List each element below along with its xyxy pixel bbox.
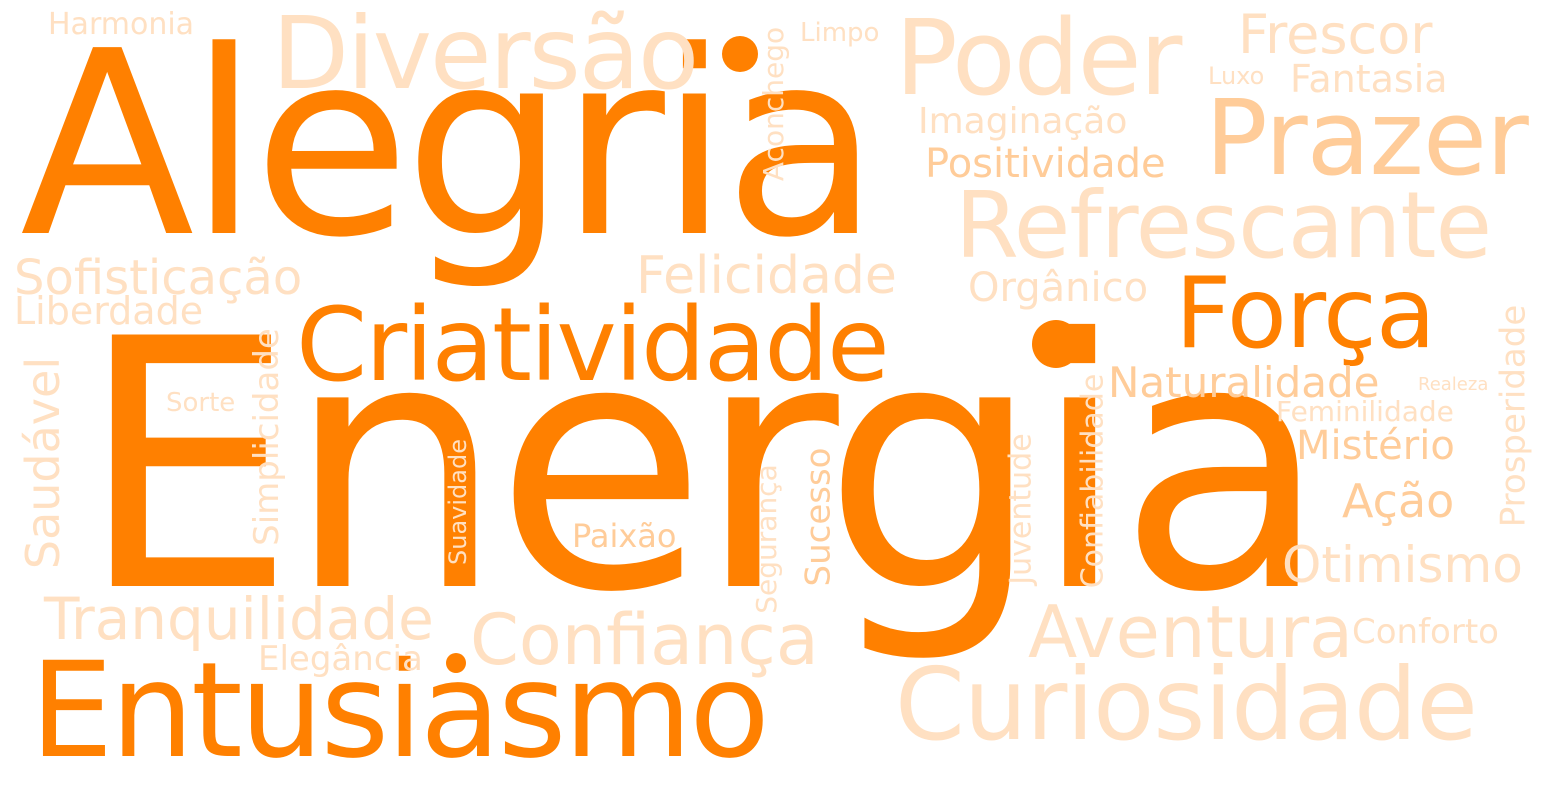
word-sucesso: Sucesso <box>798 447 839 587</box>
word-criatividade: Criatividade <box>296 286 890 405</box>
word-elegancia: Elegância <box>258 639 423 679</box>
word-curiosidade: Curiosidade <box>895 646 1478 763</box>
dot-decoration <box>1032 320 1080 368</box>
word-prosperidade: Prosperidade <box>1493 304 1534 528</box>
word-juventude: Juventude <box>1003 433 1039 585</box>
word-organico: Orgânico <box>968 265 1149 311</box>
word-prazer: Prazer <box>1205 77 1529 199</box>
word-naturalidade: Naturalidade <box>1108 358 1380 407</box>
word-misterio: Mistério <box>1296 423 1455 469</box>
word-saudavel: Saudável <box>16 356 71 570</box>
word-paixao: Paixão <box>572 517 677 555</box>
word-entusiasmo: Entusiasmo <box>30 634 770 788</box>
word-tranquilidade: Tranquilidade <box>44 585 434 653</box>
word-luxo: Luxo <box>1208 62 1265 90</box>
word-confianca: Confiança <box>470 599 819 681</box>
word-frescor: Frescor <box>1238 3 1433 66</box>
word-imaginacao: Imaginação <box>918 101 1128 142</box>
word-diversao: Diversão <box>272 0 699 112</box>
word-seguranca: Segurança <box>749 464 783 614</box>
word-poder: Poder <box>895 0 1182 119</box>
word-fantasia: Fantasia <box>1290 57 1448 101</box>
word-otimismo: Otimismo <box>1282 536 1523 594</box>
word-aventura: Aventura <box>1028 590 1354 674</box>
word-confiabilidade: Confiabilidade <box>1075 373 1111 589</box>
word-conforto: Conforto <box>1352 612 1499 652</box>
word-liberdade: Liberdade <box>14 289 204 333</box>
word-forca: Força <box>1175 257 1436 371</box>
word-realeza: Realeza <box>1418 374 1489 395</box>
word-sorte: Sorte <box>166 388 236 418</box>
word-acao: Ação <box>1342 474 1455 528</box>
word-sofisticacao: Sofisticação <box>14 250 303 306</box>
word-energia: Energia <box>78 267 1329 668</box>
word-simplicidade: Simplicidade <box>246 328 287 546</box>
dot-decoration <box>722 36 758 72</box>
word-limpo: Limpo <box>800 18 880 48</box>
word-harmonia: Harmonia <box>48 7 195 42</box>
word-aconchego: Aconchego <box>757 26 791 182</box>
word-positividade: Positividade <box>925 141 1166 187</box>
word-feminilidade: Feminilidade <box>1276 395 1454 428</box>
word-suavidade: Suavidade <box>443 439 472 565</box>
word-refrescante: Refrescante <box>955 172 1492 279</box>
dot-decoration <box>446 653 466 673</box>
word-felicidade: Felicidade <box>636 246 897 306</box>
